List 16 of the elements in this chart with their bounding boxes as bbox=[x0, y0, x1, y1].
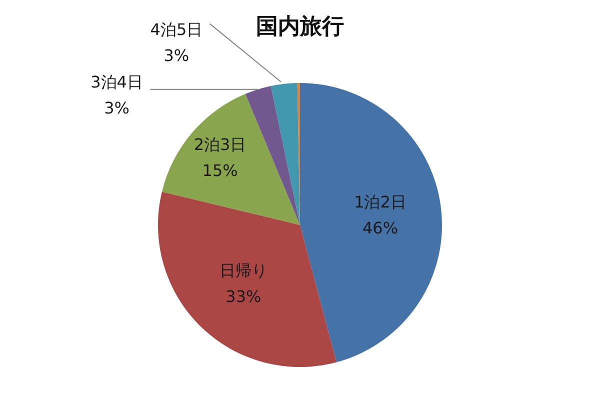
data-label: 3% bbox=[164, 45, 190, 64]
pie-slice bbox=[158, 192, 336, 367]
data-label: 15% bbox=[202, 160, 238, 180]
slice-label: 4泊5日 bbox=[150, 19, 203, 38]
pie-slice bbox=[300, 83, 442, 362]
data-label: 46% bbox=[362, 218, 398, 238]
slice-label: 3泊4日 bbox=[90, 72, 143, 91]
pie-slice bbox=[245, 86, 300, 225]
data-label: 33% bbox=[226, 286, 262, 306]
data-label: 3% bbox=[104, 98, 130, 117]
pie-slice bbox=[162, 94, 300, 225]
chart-title: 国内旅行 bbox=[256, 14, 344, 40]
pie-slice bbox=[270, 83, 300, 225]
slice-label: 2泊3日 bbox=[194, 134, 246, 154]
slice-label: 1泊2日 bbox=[354, 192, 406, 212]
slice-label: 日帰り bbox=[219, 260, 268, 280]
